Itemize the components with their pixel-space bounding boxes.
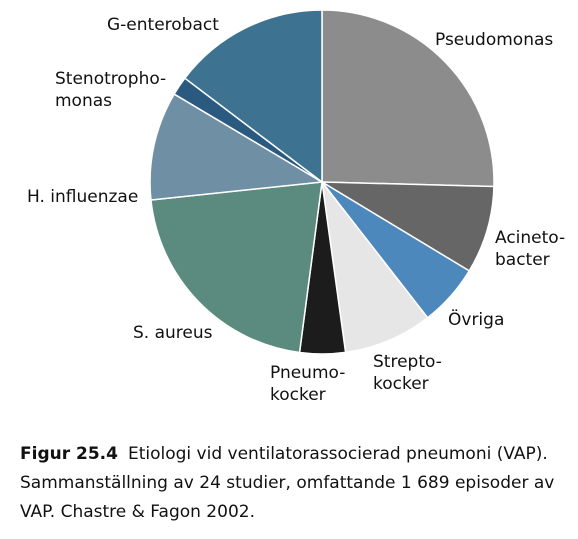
figure-number: Figur 25.4 [20,444,118,464]
slice-label-pneumokocker: Pneumo-kocker [270,363,345,405]
pie-slice-pseudomonas [321,9,495,188]
slice-label-s-aureus: S. aureus [133,323,213,343]
slice-label-h-influenzae: H. influenzae [27,187,138,207]
slice-label-vriga: Övriga [448,308,504,330]
pie-slice-s-aureus [150,181,323,354]
pie-slice-acinetobacter [321,181,495,272]
slice-label-pseudomonas: Pseudomonas [435,30,553,50]
caption-text: Etiologi vid ventilatorassocierad pneumo… [20,444,555,522]
figure-caption: Figur 25.4 Etiologi vid ventilatorassocie… [20,440,565,527]
slice-label-g-enterobact: G-enterobact [107,15,219,35]
slice-labels: Pseudomonas Acineto-bacter Övriga Strepto-k… [27,15,565,405]
pie-slices [149,9,495,355]
slice-label-stenotrophomonas: Stenotropho-monas [55,69,166,111]
pie-slice-g-enterobact [184,9,323,183]
pie-chart: Pseudomonas Acineto-bacter Övriga Strepto-k… [27,9,565,405]
pie-slice-streptokocker [321,181,429,354]
slice-label-streptokocker: Strepto-kocker [373,352,442,394]
pie-slice-h-influenzae [149,93,323,201]
slice-label-acinetobacter: Acineto-bacter [495,228,565,270]
